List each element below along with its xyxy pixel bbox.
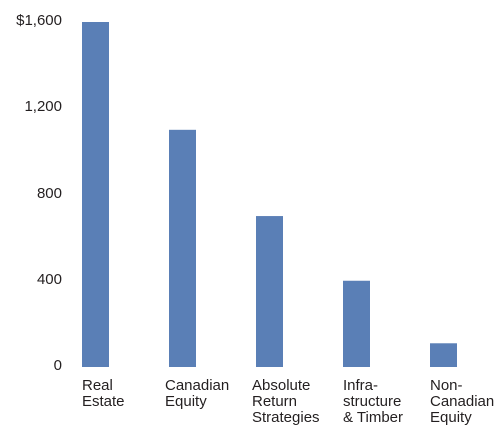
x-category-label-line: Strategies [252,409,320,426]
y-tick-label: 1,200 [24,98,62,116]
bar-1 [169,129,196,367]
bar-2 [256,216,283,367]
y-tick-label: 0 [53,357,62,374]
x-category-label: Infra-structure & Timber [343,378,403,426]
bar-4 [430,343,457,367]
x-category-label: Real Estate [82,378,125,410]
y-tick-label: 800 [36,184,62,202]
y-tick-label: 400 [36,270,62,288]
x-category-label-line: Equity [430,409,472,426]
x-category-label-line: & Timber [343,409,404,426]
x-category-label-line: Non- [430,378,463,394]
x-category-label-line: Estate [82,393,125,410]
x-category-label-line: Canadian [430,393,495,410]
x-category-label: Non- Canadian Equity [430,378,500,426]
x-category-label-line: Real [82,377,113,394]
x-category-label-line: Infra- [343,377,379,394]
x-category-label: Canadian Equity [165,378,229,410]
bar-0 [82,22,109,367]
x-category-label-line: Canadian [165,377,230,394]
x-category-label-line: Absolute [252,377,311,394]
y-tick-label: $1,600 [16,12,62,29]
x-category-label-line: Return [252,393,298,410]
x-category-label: Absolute Return Strategies [252,378,320,426]
x-category-label-line: structure [343,393,402,410]
x-category-label-line: Equity [165,393,207,410]
bar-3 [343,280,370,367]
